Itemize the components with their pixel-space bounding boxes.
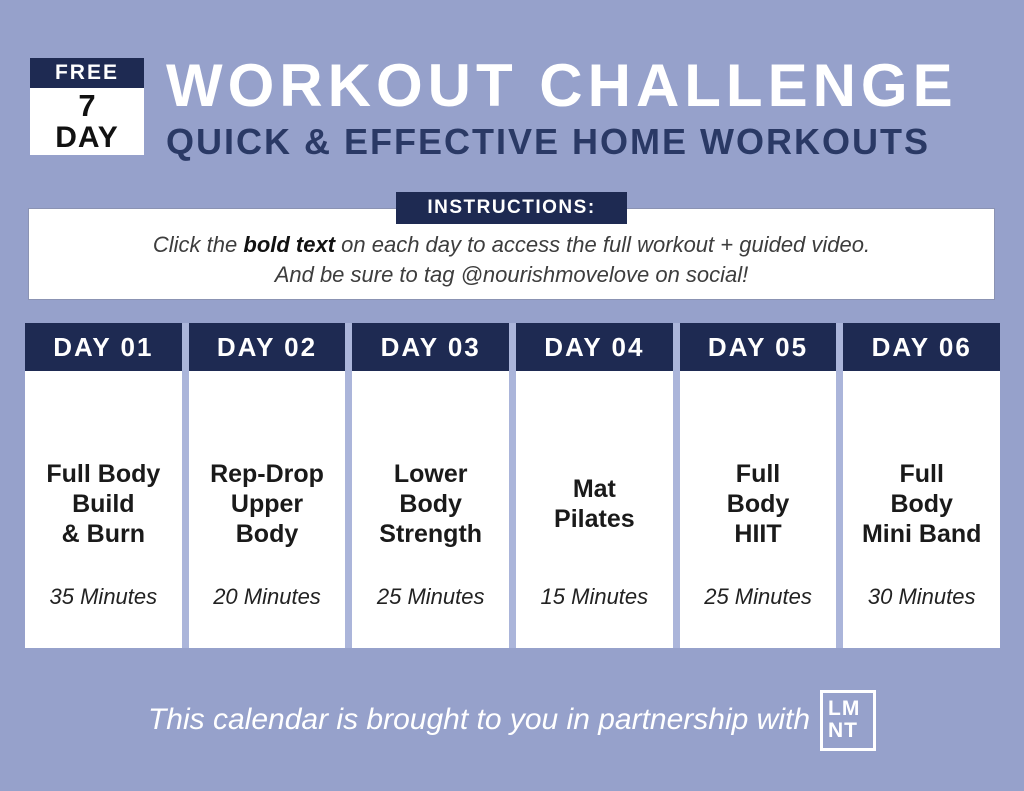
workout-name-link-05[interactable]: Full Body HIIT — [684, 371, 833, 636]
badge-free-label: FREE — [30, 58, 144, 88]
badge-number: 7 — [78, 88, 96, 123]
instructions-line1-bold: bold text — [243, 232, 336, 258]
day-column-01: DAY 01 Full Body Build & Burn 35 Minutes — [25, 323, 182, 648]
workout-line[interactable]: Rep-Drop — [210, 459, 324, 488]
workout-line[interactable]: Body — [235, 519, 299, 548]
workout-duration-04: 15 Minutes — [540, 584, 649, 609]
workout-duration-06: 30 Minutes — [867, 584, 976, 609]
workout-line[interactable]: Full Body — [46, 459, 161, 488]
workout-line[interactable]: Mat — [572, 474, 616, 503]
workout-name-link-04[interactable]: Mat Pilates — [520, 371, 669, 636]
lmnt-logo-line1: LM — [828, 696, 861, 720]
workout-name-link-06[interactable]: Full Body Mini Band — [847, 371, 996, 636]
day-column-03: DAY 03 Lower Body Strength 25 Minutes — [352, 323, 510, 648]
instructions-line1: Click the bold text on each day to acces… — [153, 230, 870, 260]
title-block: WORKOUT CHALLENGE QUICK & EFFECTIVE HOME… — [166, 56, 1014, 160]
workout-duration-05: 25 Minutes — [704, 584, 812, 609]
footer: This calendar is brought to you in partn… — [0, 684, 1024, 756]
workout-name-link-02[interactable]: Rep-Drop Upper Body — [193, 371, 342, 636]
workout-line[interactable]: Mini Band — [861, 519, 982, 548]
workout-line[interactable]: Build — [72, 489, 135, 518]
instructions-label: INSTRUCTIONS: — [396, 192, 627, 224]
badge-calendar-body: 7 DAY — [30, 88, 144, 155]
workout-name-link-01[interactable]: Full Body Build & Burn — [29, 371, 178, 636]
workout-line[interactable]: Full — [899, 459, 944, 488]
workout-line[interactable]: Full — [735, 459, 781, 488]
day-column-06: DAY 06 Full Body Mini Band 30 Minutes — [843, 323, 1001, 648]
day-body-03: Lower Body Strength 25 Minutes — [352, 371, 510, 648]
day-header-03: DAY 03 — [352, 323, 510, 371]
day-header-06: DAY 06 — [843, 323, 1001, 371]
workout-duration-01: 35 Minutes — [49, 584, 158, 609]
day-column-05: DAY 05 Full Body HIIT 25 Minutes — [679, 323, 837, 648]
day-column-02: DAY 02 Rep-Drop Upper Body 20 Minutes — [188, 323, 346, 648]
workout-line[interactable]: & Burn — [61, 519, 145, 548]
page-subtitle: QUICK & EFFECTIVE HOME WORKOUTS — [166, 121, 930, 162]
day-header-04: DAY 04 — [516, 323, 673, 371]
workout-line[interactable]: Pilates — [554, 504, 635, 533]
workout-line[interactable]: HIIT — [734, 519, 782, 548]
day-header-02: DAY 02 — [188, 323, 346, 371]
workout-duration-02: 20 Minutes — [213, 584, 321, 609]
lmnt-logo: LM NT — [820, 689, 877, 751]
workout-line[interactable]: Upper — [230, 489, 304, 518]
workout-line[interactable]: Body — [399, 489, 462, 518]
day-body-04: Mat Pilates 15 Minutes — [516, 371, 673, 648]
workout-line[interactable]: Strength — [379, 519, 483, 548]
footer-text: This calendar is brought to you in partn… — [147, 703, 811, 736]
workout-line[interactable]: Lower — [393, 459, 468, 488]
day-body-05: Full Body HIIT 25 Minutes — [679, 371, 837, 648]
instructions-line2: And be sure to tag @nourishmovelove on s… — [274, 262, 749, 287]
day-body-06: Full Body Mini Band 30 Minutes — [843, 371, 1001, 648]
day-header-01: DAY 01 — [25, 323, 182, 371]
workout-duration-03: 25 Minutes — [376, 584, 485, 609]
free-7-day-badge: FREE 7 DAY — [30, 58, 144, 155]
instructions-line1-prefix: Click the — [152, 232, 244, 258]
workout-line[interactable]: Body — [726, 489, 790, 518]
instructions-line1-suffix: on each day to access the full workout +… — [335, 232, 871, 258]
workout-line[interactable]: Body — [890, 489, 953, 518]
day-body-01: Full Body Build & Burn 35 Minutes — [25, 371, 182, 648]
calendar-grid: DAY 01 Full Body Build & Burn 35 Minutes… — [25, 323, 1001, 648]
day-header-05: DAY 05 — [679, 323, 837, 371]
lmnt-logo-line2: NT — [828, 718, 859, 742]
badge-day-label: DAY — [55, 121, 119, 154]
day-body-02: Rep-Drop Upper Body 20 Minutes — [188, 371, 346, 648]
page-title: WORKOUT CHALLENGE — [166, 52, 958, 119]
workout-name-link-03[interactable]: Lower Body Strength — [356, 371, 505, 636]
day-column-04: DAY 04 Mat Pilates 15 Minutes — [516, 323, 673, 648]
